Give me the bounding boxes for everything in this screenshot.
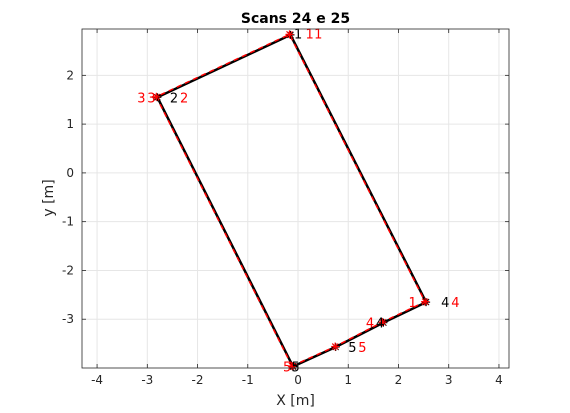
data-point-scan_b xyxy=(285,30,294,39)
x-tick-label: 3 xyxy=(445,373,453,387)
y-tick-label: 1 xyxy=(66,117,74,131)
x-tick-label: -4 xyxy=(91,373,103,387)
x-tick-label: -3 xyxy=(141,373,153,387)
point-label: 5 xyxy=(348,341,356,356)
x-tick-label: 0 xyxy=(294,373,302,387)
point-label: 4 xyxy=(366,317,374,332)
point-label: 1 xyxy=(294,27,302,42)
y-tick-label: 2 xyxy=(66,68,74,82)
point-label: 1 xyxy=(409,296,417,311)
x-tick-label: -1 xyxy=(242,373,254,387)
point-label: 4 xyxy=(376,317,384,332)
y-tick-label: -1 xyxy=(62,215,74,229)
x-tick-label: 4 xyxy=(495,373,503,387)
y-tick-label: -2 xyxy=(62,263,74,277)
point-label: 5 xyxy=(358,341,366,356)
axes-box xyxy=(81,28,510,369)
point-label: 2 xyxy=(180,91,188,106)
data-point-scan_b xyxy=(378,318,387,327)
x-tick-label: 2 xyxy=(395,373,403,387)
x-axis-label: X [m] xyxy=(276,393,315,409)
y-tick-label: 0 xyxy=(66,166,74,180)
x-tick-label: -2 xyxy=(192,373,204,387)
point-label: 3 xyxy=(137,91,145,106)
plot-area xyxy=(82,29,509,368)
point-label: 1 xyxy=(306,27,314,42)
y-axis-label: y [m] xyxy=(41,179,57,216)
point-label: 3 xyxy=(147,91,155,106)
data-point-scan_b xyxy=(331,342,340,351)
point-label: 1 xyxy=(314,27,322,42)
marker-layer xyxy=(152,30,431,371)
point-label: 4 xyxy=(451,296,459,311)
data-point-scan_b xyxy=(421,297,430,306)
chart-title: Scans 24 e 25 xyxy=(241,11,350,27)
point-label: 2 xyxy=(170,91,178,106)
y-tick-label: -3 xyxy=(62,312,74,326)
x-tick-label: 1 xyxy=(344,373,352,387)
point-label: 4 xyxy=(441,296,449,311)
grid xyxy=(82,29,509,368)
data-point-scan_b xyxy=(152,92,161,101)
